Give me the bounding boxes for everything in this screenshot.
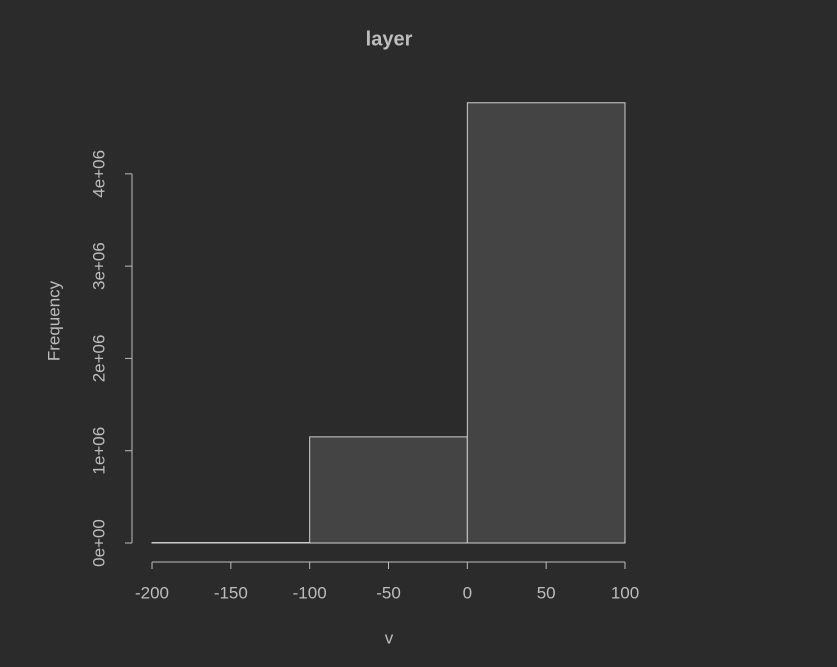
y-tick-label: 0e+00 <box>89 519 108 567</box>
y-tick-label: 2e+06 <box>89 335 108 383</box>
y-tick-label: 3e+06 <box>89 242 108 290</box>
x-tick-label: -150 <box>214 583 248 602</box>
y-tick-label: 4e+06 <box>89 150 108 198</box>
x-tick-label: 50 <box>537 583 556 602</box>
chart-title: layer <box>366 28 413 50</box>
x-tick-label: -50 <box>376 583 401 602</box>
bar <box>466 102 626 544</box>
y-axis-label: Frequency <box>44 280 63 361</box>
x-tick-label: -200 <box>135 583 169 602</box>
x-axis-label: v <box>385 628 394 647</box>
x-tick-label: 100 <box>611 583 639 602</box>
y-tick-label: 1e+06 <box>89 427 108 475</box>
x-tick-label: -100 <box>293 583 327 602</box>
x-tick-label: 0 <box>463 583 472 602</box>
bar <box>309 436 468 544</box>
